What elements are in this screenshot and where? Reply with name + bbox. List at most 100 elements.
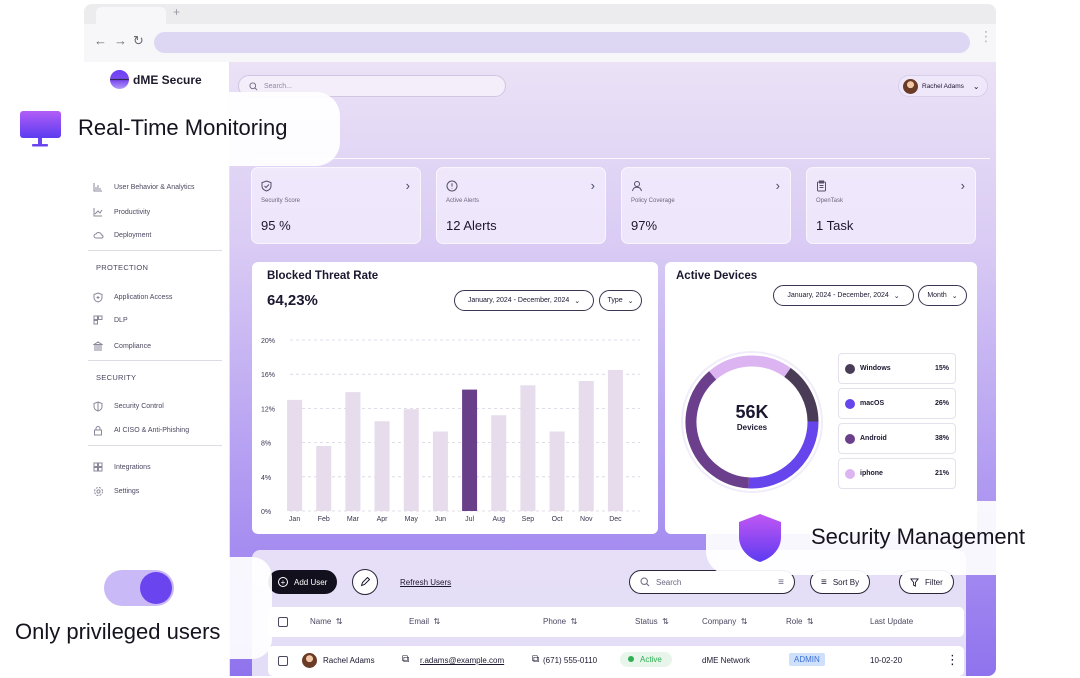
donut-slice [685, 371, 750, 489]
back-arrow-icon[interactable]: ← [94, 33, 107, 48]
row-menu-icon[interactable]: ⋮ [946, 652, 959, 667]
column-header-last-update[interactable]: Last Update [870, 617, 914, 626]
search-icon [640, 577, 650, 587]
legend-label: Windows [860, 365, 891, 372]
bar [578, 381, 594, 511]
x-tick-label: Jul [465, 516, 474, 523]
x-tick-label: Feb [318, 516, 330, 523]
sidebar-item-security-control[interactable]: Security Control [92, 400, 164, 412]
status-dot [628, 656, 634, 662]
column-header-email[interactable]: Email ⇅ [409, 617, 441, 626]
bar [432, 431, 448, 511]
copy-icon[interactable]: ⧉ [402, 654, 410, 665]
legend-item: Windows 15% [838, 353, 956, 384]
active-devices-donut [681, 351, 823, 493]
shield-icon [739, 514, 781, 562]
y-tick-label: 20% [261, 338, 275, 345]
select-all-checkbox[interactable] [278, 617, 288, 627]
brand[interactable]: dME Secure [110, 70, 202, 89]
card-policy-coverage[interactable]: › Policy Coverage 97% [621, 167, 791, 244]
shield-plus-icon [92, 291, 104, 303]
apps-icon [92, 461, 104, 473]
edit-button[interactable] [352, 569, 378, 595]
sidebar-item-ai-ciso[interactable]: AI CISO & Anti-Phishing [92, 424, 189, 436]
sidebar-item-productivity[interactable]: Productivity [92, 206, 150, 218]
donut-center: 56K Devices [677, 402, 827, 432]
bank-icon [92, 340, 104, 352]
chevron-down-icon: ⌄ [972, 81, 980, 91]
sidebar-item-deployment[interactable]: Deployment [92, 229, 151, 241]
sidebar-item-compliance[interactable]: Compliance [92, 340, 151, 352]
shield-icon [92, 400, 104, 412]
legend-item: iphone 21% [838, 458, 956, 489]
cell-email[interactable]: r.adams@example.com [420, 656, 505, 665]
sidebar-section-security: SECURITY [96, 373, 137, 382]
legend-label: Android [860, 435, 887, 442]
card-label: OpenTask [816, 198, 844, 204]
period-label: Month [927, 292, 947, 299]
sidebar-item-user-behavior[interactable]: User Behavior & Analytics [92, 181, 195, 193]
period-select[interactable]: Month ⌄ [918, 285, 967, 306]
sidebar-item-integrations[interactable]: Integrations [92, 461, 151, 473]
card-open-task[interactable]: › OpenTask 1 Task [806, 167, 976, 244]
sidebar-divider [88, 445, 222, 446]
add-user-button[interactable]: + Add User [268, 570, 338, 594]
sidebar-item-dlp[interactable]: DLP [92, 314, 128, 326]
new-tab-button[interactable]: + [173, 5, 181, 19]
browser-menu-icon[interactable]: ⋮ [979, 28, 993, 44]
cell-phone: (671) 555-0110 [543, 656, 598, 665]
chevron-right-icon: › [405, 178, 410, 193]
sidebar-item-label: Productivity [114, 208, 151, 216]
donut-slice [709, 355, 791, 380]
table-row[interactable]: Rachel Adams ⧉ r.adams@example.com ⧉ (67… [268, 646, 964, 676]
column-header-status[interactable]: Status ⇅ [635, 617, 669, 626]
column-header-role[interactable]: Role ⇅ [786, 617, 814, 626]
plus-icon: + [278, 577, 288, 587]
donut-outer-ring [681, 351, 823, 493]
legend-label: iphone [860, 470, 883, 477]
browser-toolbar: ← → ↻ ⋮ [84, 24, 996, 62]
search-input[interactable]: Search... [238, 75, 506, 97]
legend-swatch [845, 398, 855, 409]
address-bar[interactable] [154, 32, 970, 53]
chevron-down-icon: ⌄ [627, 297, 634, 305]
column-header-company[interactable]: Company ⇅ [702, 617, 748, 626]
legend-swatch [845, 468, 855, 479]
legend-value: 38% [934, 435, 949, 442]
avatar [302, 653, 317, 668]
bar [462, 389, 478, 511]
overlay-real-time-monitoring: Real-Time Monitoring [0, 92, 340, 166]
reload-icon[interactable]: ↻ [133, 33, 144, 48]
legend-label: macOS [860, 400, 885, 407]
bar [491, 415, 507, 511]
privileged-toggle[interactable] [104, 570, 174, 606]
sidebar-item-settings[interactable]: Settings [92, 485, 139, 497]
card-security-score[interactable]: › Security Score 95 % [251, 167, 421, 244]
sidebar-divider [88, 250, 222, 251]
add-user-label: Add User [294, 577, 328, 587]
card-label: Active Alerts [446, 198, 480, 204]
status-badge: Active [620, 652, 672, 667]
chevron-right-icon: › [775, 178, 780, 193]
x-tick-label: Dec [609, 516, 622, 523]
date-range-select[interactable]: January, 2024 - December, 2024 ⌄ [773, 285, 914, 306]
date-range-select[interactable]: January, 2024 - December, 2024 ⌄ [454, 290, 594, 311]
copy-icon[interactable]: ⧉ [532, 654, 540, 665]
refresh-users-link[interactable]: Refresh Users [400, 578, 452, 587]
forward-arrow-icon[interactable]: → [114, 33, 127, 48]
row-checkbox[interactable] [278, 656, 288, 666]
column-header-phone[interactable]: Phone ⇅ [543, 617, 578, 626]
card-label: Policy Coverage [631, 198, 675, 204]
bar [374, 421, 390, 511]
browser-tab[interactable] [96, 7, 166, 24]
card-active-alerts[interactable]: › Active Alerts 12 Alerts [436, 167, 606, 244]
cloud-icon [92, 229, 104, 241]
x-tick-label: Apr [377, 516, 389, 523]
sidebar-item-label: Application Access [114, 293, 173, 301]
filter-lines-icon: ≡ [778, 576, 784, 588]
user-menu[interactable]: Rachel Adams ⌄ [898, 75, 988, 97]
type-select[interactable]: Type ⌄ [599, 290, 642, 311]
sidebar-item-application-access[interactable]: Application Access [92, 291, 172, 303]
bar [287, 399, 303, 511]
column-header-name[interactable]: Name ⇅ [310, 617, 343, 626]
